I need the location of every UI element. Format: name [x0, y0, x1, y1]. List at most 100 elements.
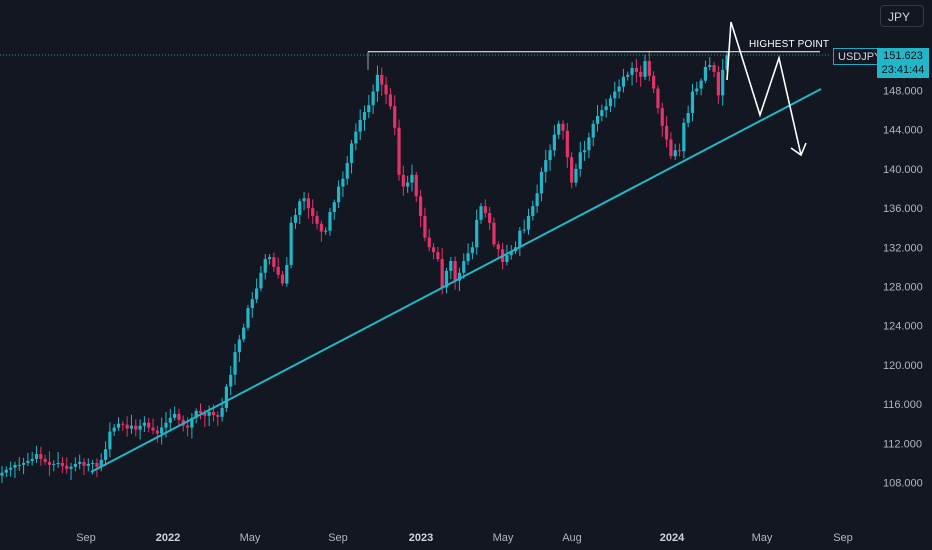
candle — [151, 418, 155, 435]
candle — [52, 460, 56, 472]
candle-body — [263, 259, 267, 273]
candle-body — [134, 425, 138, 430]
candle-body — [207, 411, 211, 416]
candle-body — [69, 466, 73, 469]
candle — [65, 457, 69, 474]
time-tick-label: Sep — [328, 532, 348, 544]
candle — [349, 139, 354, 174]
candle — [17, 457, 21, 471]
candle — [475, 209, 479, 255]
candle-body — [388, 94, 392, 107]
price-tick-label: 116.000 — [883, 399, 922, 411]
candle — [272, 252, 276, 272]
candle-body — [237, 339, 241, 353]
candle — [375, 65, 380, 102]
candle-body — [86, 463, 90, 466]
candle-body — [229, 374, 233, 387]
candle-body — [526, 215, 531, 230]
candle-body — [337, 186, 341, 203]
candle — [393, 95, 397, 136]
candle — [669, 132, 673, 160]
currency-button[interactable]: JPY — [880, 5, 924, 27]
candle — [276, 257, 280, 279]
candle — [695, 81, 699, 95]
candle-body — [496, 244, 500, 250]
candle — [34, 445, 39, 463]
time-tick-label: 2023 — [409, 532, 433, 544]
candle-body — [354, 131, 358, 144]
candle-body — [21, 462, 26, 465]
candle-body — [302, 198, 306, 202]
candle — [686, 105, 690, 128]
candle-body — [401, 174, 405, 187]
candle — [652, 71, 656, 94]
candle — [21, 457, 26, 475]
candle — [237, 334, 241, 362]
candle — [73, 457, 77, 472]
projection-arrowhead — [790, 142, 807, 157]
candle-body — [673, 150, 677, 157]
candle-body — [587, 137, 591, 151]
candle — [229, 366, 233, 396]
candle — [332, 199, 336, 220]
plot-area[interactable] — [0, 21, 830, 484]
candle-body — [52, 463, 56, 465]
time-axis[interactable]: Sep 2022 May Sep 2023 May Aug 2024 May Sep — [76, 532, 853, 544]
candle-body — [380, 74, 384, 85]
candle — [712, 61, 716, 78]
candle — [617, 79, 621, 99]
bar-countdown: 23:41:44 — [881, 64, 925, 76]
candle-body — [0, 472, 4, 476]
candle-body — [60, 462, 65, 466]
candle-body — [242, 327, 246, 340]
candle-body — [267, 257, 272, 260]
candle — [125, 416, 129, 437]
candle — [436, 246, 440, 262]
candle — [69, 462, 73, 480]
candle — [591, 120, 595, 147]
candle-body — [479, 206, 483, 220]
candle — [99, 453, 103, 472]
candle — [95, 458, 99, 478]
candle — [587, 132, 591, 158]
candle-body — [129, 425, 134, 429]
candle-body — [362, 112, 367, 120]
candle-body — [630, 67, 634, 75]
candle-body — [539, 171, 544, 194]
candle — [147, 417, 151, 433]
price-tick-label: 144.000 — [883, 125, 923, 137]
candle — [539, 167, 544, 202]
candle-body — [341, 178, 345, 187]
candle-body — [449, 261, 453, 271]
candle-body — [393, 106, 397, 128]
candle — [496, 241, 500, 259]
candle-body — [319, 223, 323, 232]
candle-body — [604, 106, 608, 111]
candle-body — [194, 410, 198, 418]
candle-body — [492, 222, 496, 245]
candle — [86, 458, 90, 472]
candle-body — [453, 261, 457, 281]
candle-body — [457, 272, 462, 281]
candle — [600, 104, 604, 122]
candle-body — [177, 413, 181, 420]
candle — [708, 57, 712, 71]
candle — [682, 118, 686, 159]
candle-body — [285, 264, 289, 284]
candle — [595, 105, 600, 132]
candle — [406, 175, 410, 193]
candle — [410, 164, 414, 192]
candle-body — [220, 408, 224, 417]
candle — [224, 383, 229, 412]
candle — [138, 419, 142, 440]
price-axis[interactable]: 108.000 112.000 116.000 120.000 124.000 128.0… — [883, 86, 923, 490]
candle — [677, 143, 682, 157]
price-tick-label: 112.000 — [883, 438, 922, 450]
support-trendline — [90, 88, 822, 473]
candle-body — [289, 222, 293, 265]
candle — [522, 219, 526, 234]
candle-body — [121, 423, 125, 425]
candle — [367, 94, 371, 119]
candle — [453, 256, 457, 290]
